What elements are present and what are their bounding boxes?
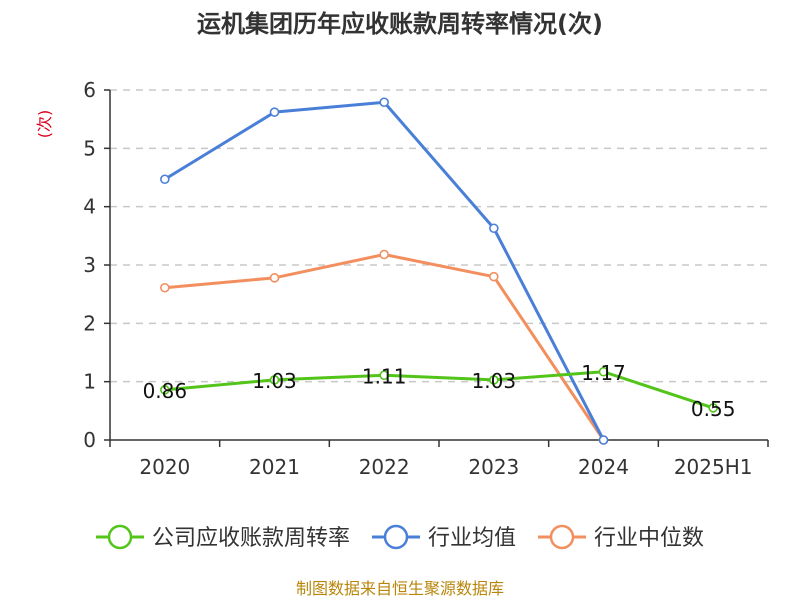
legend-swatch-marker: [383, 524, 409, 550]
series: [160, 97, 718, 445]
y-tick-label: 6: [83, 78, 96, 102]
legend[interactable]: 公司应收账款周转率 行业均值 行业中位数: [96, 524, 704, 551]
data-point[interactable]: [160, 282, 170, 293]
legend-item-1[interactable]: 行业均值: [372, 524, 516, 551]
series-0: [160, 366, 718, 413]
y-tick-label: 5: [83, 136, 96, 160]
x-tick-label: 2022: [359, 455, 410, 479]
data-point[interactable]: [708, 403, 718, 413]
series-line: [164, 253, 605, 441]
y-tick-label: 2: [83, 311, 96, 335]
legend-label: 行业均值: [428, 526, 516, 551]
data-label: 1.11: [362, 364, 407, 388]
y-tick-label: 1: [83, 370, 96, 394]
data-point[interactable]: [489, 223, 499, 234]
series-line: [164, 100, 605, 441]
data-point[interactable]: [269, 375, 280, 385]
legend-swatch-marker: [549, 524, 575, 550]
data-point[interactable]: [160, 174, 170, 185]
data-point[interactable]: [489, 271, 499, 282]
data-point[interactable]: [598, 366, 609, 377]
y-tick-label: 3: [83, 253, 96, 277]
data-point[interactable]: [379, 249, 389, 260]
data-label: 0.55: [691, 397, 736, 421]
x-tick-label: 2025H1: [674, 455, 753, 479]
series-line: [164, 370, 714, 410]
data-point[interactable]: [379, 370, 389, 381]
chart-title: 运机集团历年应收账款周转率情况(次): [197, 10, 603, 38]
source-note: 制图数据来自恒生聚源数据库: [296, 579, 504, 598]
x-tick-label: 2024: [578, 455, 629, 479]
legend-label: 公司应收账款周转率: [152, 526, 350, 551]
data-point[interactable]: [269, 107, 280, 117]
legend-swatch-marker: [107, 524, 133, 550]
x-tick-label: 2020: [139, 455, 190, 479]
data-label: 1.17: [581, 361, 626, 385]
data-point[interactable]: [160, 385, 170, 395]
data-point[interactable]: [379, 97, 389, 108]
data-label: 1.03: [472, 369, 517, 393]
data-point[interactable]: [598, 435, 609, 445]
y-axis-label: (次): [35, 110, 54, 139]
data-point[interactable]: [269, 273, 280, 283]
legend-item-0[interactable]: 公司应收账款周转率: [96, 524, 350, 551]
data-point[interactable]: [489, 375, 499, 385]
legend-item-2[interactable]: 行业中位数: [538, 524, 704, 551]
x-tick-label: 2023: [468, 455, 519, 479]
series-2: [160, 249, 609, 445]
y-tick-label: 0: [83, 428, 96, 452]
axes: 0 1 2 3 4 5 6 2020 2021 2022 2023 2024 2025H1: [83, 78, 769, 479]
grid: [110, 89, 768, 383]
y-tick-label: 4: [83, 195, 96, 219]
data-label: 0.86: [143, 379, 188, 403]
data-label: 1.03: [252, 369, 297, 393]
x-tick-label: 2021: [249, 455, 300, 479]
series-1: [160, 97, 609, 445]
data-labels: 0.86 1.03 1.11 1.03 1.17 0.55: [143, 361, 736, 421]
legend-label: 行业中位数: [594, 526, 704, 551]
